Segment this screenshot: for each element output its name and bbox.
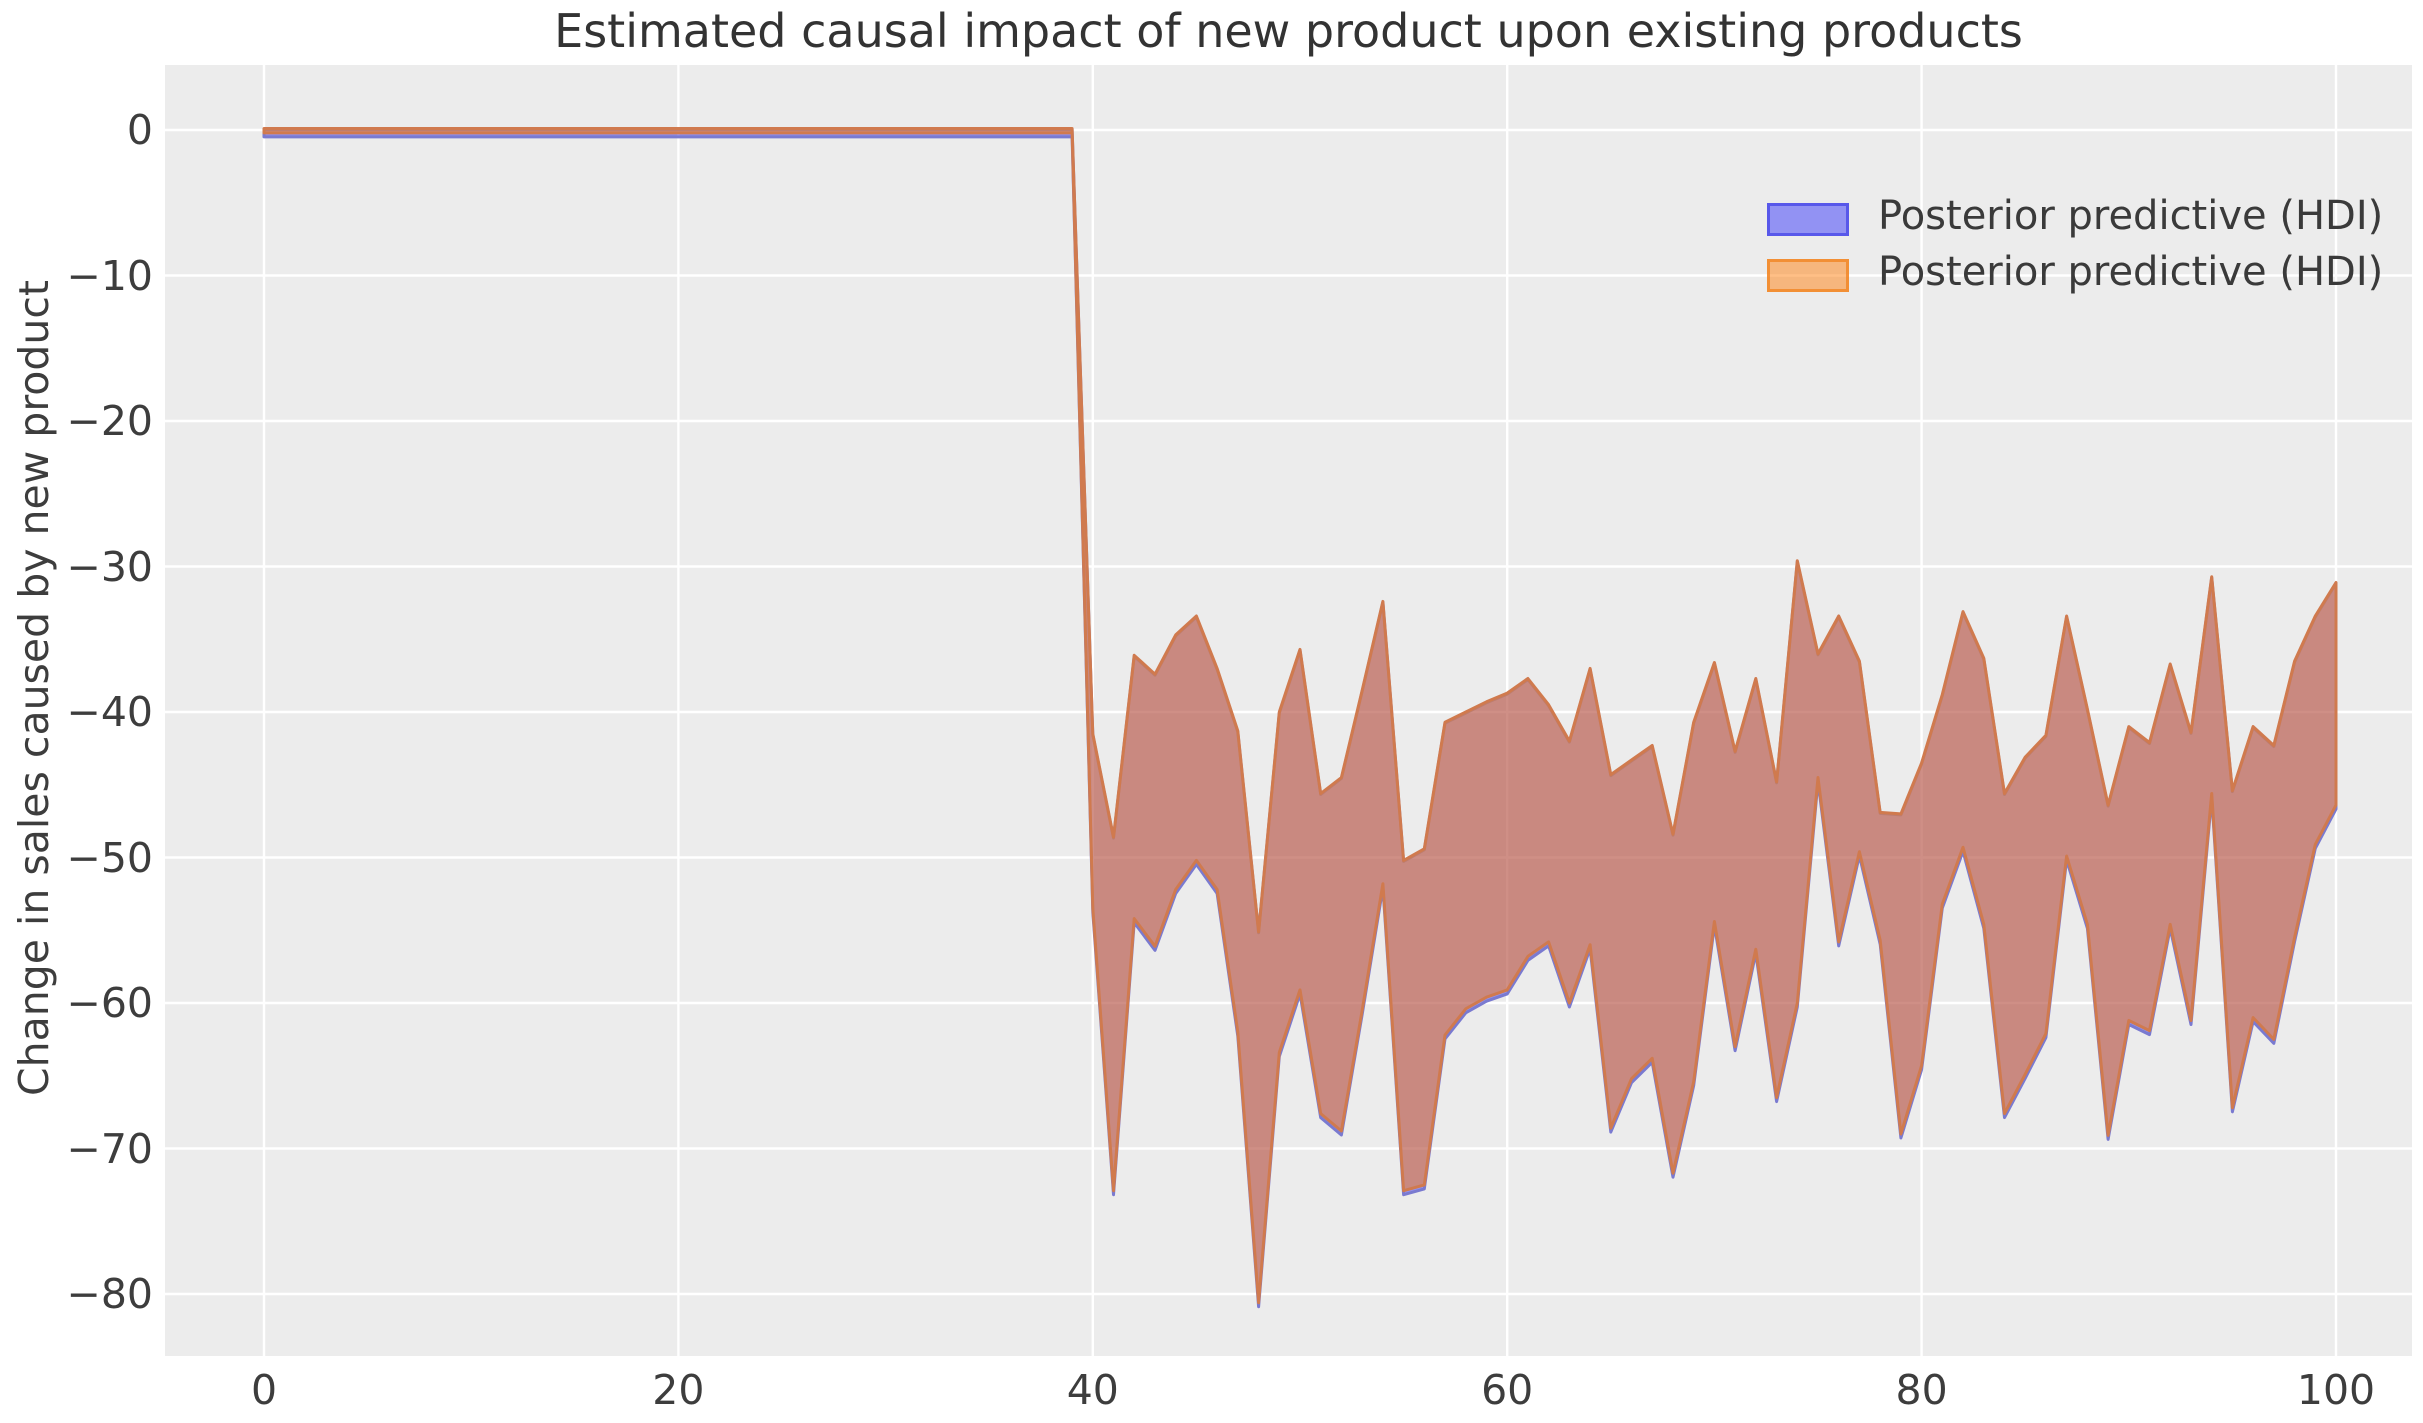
chart-title: Estimated causal impact of new product u… bbox=[554, 4, 2023, 58]
x-tick-label: 60 bbox=[1481, 1366, 1534, 1414]
legend-label: Posterior predictive (HDI) bbox=[1878, 193, 2384, 239]
y-tick-label: −30 bbox=[66, 542, 153, 591]
x-tick-label: 0 bbox=[250, 1366, 278, 1414]
y-tick-label: −50 bbox=[66, 833, 153, 882]
legend-label: Posterior predictive (HDI) bbox=[1878, 249, 2384, 295]
y-tick-label: −10 bbox=[66, 251, 153, 300]
blue-hdi-swatch bbox=[1767, 203, 1849, 236]
hdi-bands bbox=[262, 127, 2338, 1309]
y-tick-label: −70 bbox=[66, 1124, 153, 1173]
y-tick-label: −60 bbox=[66, 979, 153, 1027]
y-tick-label: −40 bbox=[66, 688, 153, 736]
y-tick-label: −80 bbox=[66, 1270, 153, 1318]
y-tick-label: −20 bbox=[66, 397, 153, 445]
x-tick-label: 20 bbox=[652, 1366, 705, 1414]
x-tick-label: 80 bbox=[1895, 1366, 1948, 1414]
orange-hdi-swatch bbox=[1767, 259, 1849, 292]
y-tick-label: 0 bbox=[126, 106, 153, 154]
x-tick-label: 100 bbox=[2296, 1366, 2376, 1414]
x-tick-label: 40 bbox=[1066, 1366, 1119, 1414]
legend: Posterior predictive (HDI) Posterior pre… bbox=[1755, 95, 2415, 295]
posterior-band-orange bbox=[262, 127, 2338, 1305]
